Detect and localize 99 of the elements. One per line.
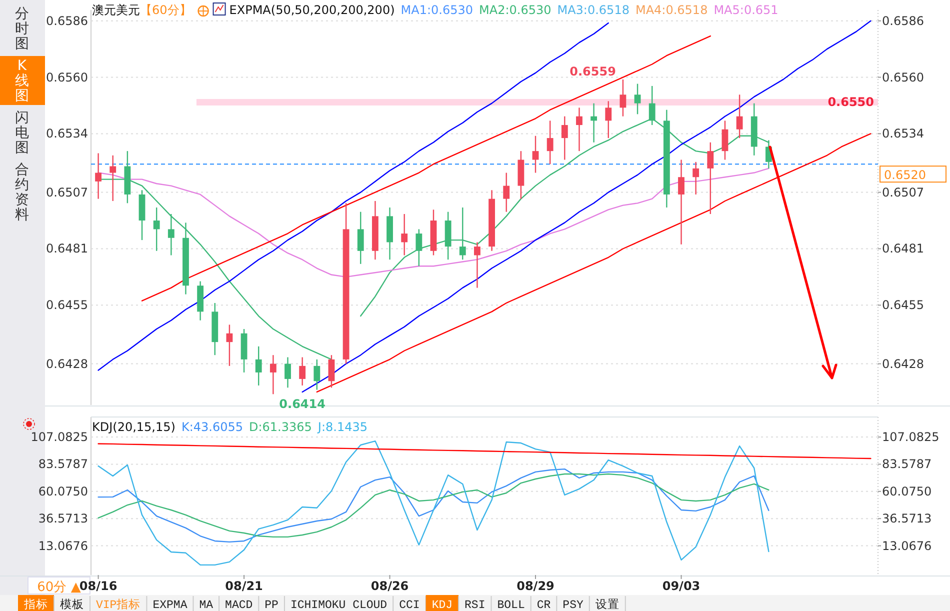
candlestick [503,172,510,212]
y2-tick-label: 36.5713 [882,512,932,526]
candlestick [605,100,612,139]
candlestick [620,78,626,117]
text: 合约资料 [15,162,29,223]
y-tick-label: 36.5713 [38,512,88,526]
candlestick [692,161,700,196]
series-label: J:8.1435 [316,420,368,434]
candlestick [153,206,160,252]
text: CR [536,599,551,611]
line-series [98,440,770,566]
text: MACD [225,599,253,611]
annotation: 0.6414 [279,397,326,412]
text: MA2:0.6530 [479,3,552,17]
text: 分时图 [15,6,29,52]
candlestick [95,152,102,200]
y-tick-label: 107.0825 [30,430,88,444]
text: 设置 [595,598,620,611]
candlestick [722,120,728,160]
y2-tick-label: 107.0825 [882,430,940,444]
text: 60分 ▲ [37,580,81,595]
x-tick-label: 08/26 [370,579,409,593]
line-series [98,443,872,460]
y-tick-label: 83.5787 [38,457,88,472]
candlestick [226,324,233,367]
y2-tick-label: 0.6428 [882,356,924,371]
candlestick [590,102,598,143]
y2-tick-label: 60.0750 [882,484,932,498]
text: PP [264,599,279,611]
y-tick-label: 13.0676 [38,538,88,553]
y-tick-label: 0.6481 [46,242,88,256]
y-tick-label: 0.6455 [46,298,88,312]
text: D:61.3365 [249,420,312,434]
annotation: 0.6559 [570,64,616,78]
candlestick [474,242,480,288]
candlestick [168,213,174,256]
candlestick [270,354,276,395]
candlestick [416,228,422,267]
candlestick [532,135,539,174]
candlestick [314,358,320,390]
y-tick-label: 60.0750 [38,484,88,498]
text: VIP指标 [96,598,141,611]
text: 模板 [60,598,84,611]
legend-label: MA1:0.6530 [400,3,473,17]
candlestick [634,83,641,115]
legend-title: EXPMA(50,50,200,200,200) [229,3,395,17]
candlestick [736,94,743,139]
chart-title: 澳元美元 [92,3,140,17]
text: ICHIMOKU CLOUD [290,599,388,611]
chart-subtitle: 【60分】 [140,3,192,17]
y-tick-label: 0.6428 [46,356,88,371]
candlestick [678,159,684,245]
candlestick [459,206,466,260]
y-tick-label: 0.6534 [46,126,88,141]
text: KDJ [432,599,453,611]
text: EXPMA [152,599,188,611]
band-label: 0.6550 [828,95,874,110]
candlestick [255,346,262,386]
y2-tick-label: 0.6534 [882,126,924,141]
candlestick [546,120,554,165]
candlestick [401,213,408,256]
y2-tick-label: 0.6560 [882,70,924,84]
legend-label: MA3:0.6518 [557,3,630,17]
text: MA5:0.651 [714,3,778,17]
x-tick-label: 08/29 [516,579,554,593]
candlestick [299,356,306,386]
legend-title: KDJ(20,15,15) [92,420,176,434]
y2-tick-label: 0.6481 [882,242,924,256]
x-tick-label: 09/03 [662,579,700,593]
candlestick [110,154,116,202]
y-tick-label: 0.6560 [46,70,88,84]
y2-tick-label: 0.6507 [882,185,924,200]
y-tick-label: 0.6586 [46,14,88,28]
x-tick-label: 08/21 [225,579,263,593]
y-tick-label: 0.6507 [46,185,88,200]
text: 指标 [23,598,48,611]
candlestick [561,116,568,160]
text: 闪电图 [15,110,29,156]
text: BOLL [497,599,525,611]
text: RSI [464,599,486,611]
y2-tick-label: 13.0676 [882,538,932,553]
text: MA [199,599,214,611]
text: K:43.6055 [181,420,243,434]
y2-tick-label: 83.5787 [882,457,932,472]
y2-tick-label: 0.6455 [882,298,924,312]
line-series [141,35,711,302]
candlestick [357,211,364,265]
line-series [316,133,872,393]
legend-label: MA4:0.6518 [635,3,708,17]
candlestick [328,354,335,388]
ref-line-label: 0.6520 [884,168,926,182]
line-series [302,20,872,393]
candlestick [576,107,582,152]
y2-tick-label: 0.6586 [882,14,924,28]
text: K线图 [15,58,29,104]
text: CCI [399,599,420,611]
candlestick [284,356,291,388]
text: PSY [562,599,584,611]
candlestick [707,142,714,215]
